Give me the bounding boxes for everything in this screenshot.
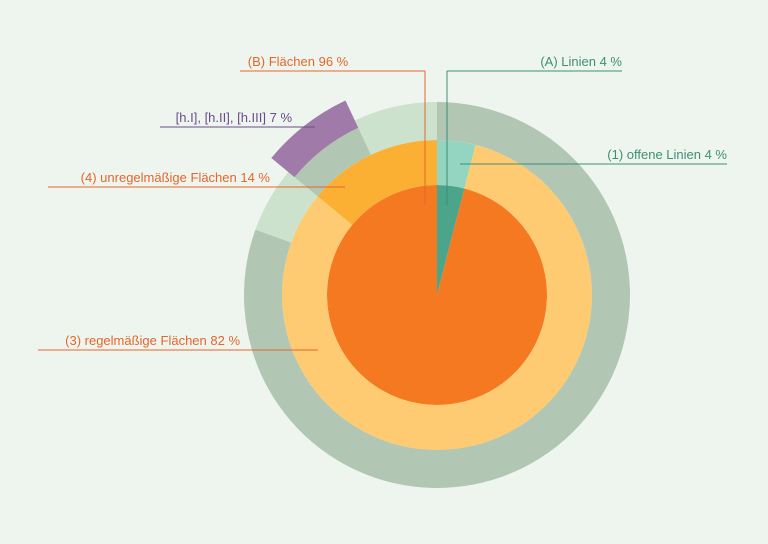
segment xyxy=(255,171,318,243)
segment-label: (A) Linien 4 % xyxy=(540,54,622,69)
segment-label: [h.I], [h.II], [h.III] 7 % xyxy=(176,110,293,125)
segment-base xyxy=(288,120,372,197)
segment xyxy=(282,144,592,451)
segment xyxy=(317,140,437,225)
segment-label: (B) Flächen 96 % xyxy=(248,54,349,69)
segment-label: (3) regelmäßige Flächen 82 % xyxy=(65,333,240,348)
segment xyxy=(354,102,437,155)
segment xyxy=(437,185,465,295)
segment xyxy=(326,185,547,405)
segment xyxy=(271,100,359,178)
segment-label: (1) offene Linien 4 % xyxy=(607,147,727,162)
segment-label: (4) unregelmäßige Flächen 14 % xyxy=(81,170,271,185)
